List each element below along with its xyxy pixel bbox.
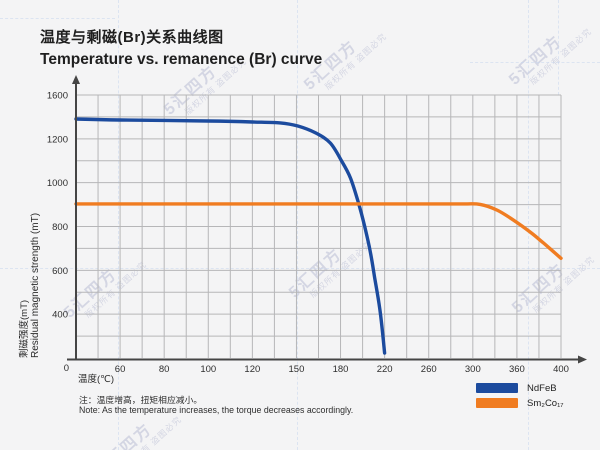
x-tick-label: 360 (509, 364, 525, 375)
legend-swatch-ndfeb (476, 383, 518, 393)
x-tick-label: 300 (465, 364, 481, 375)
x-tick-label: 120 (244, 364, 260, 375)
origin-label: 0 (64, 363, 69, 374)
legend-label-ndfeb: NdFeB (527, 382, 557, 394)
y-tick-label: 1200 (47, 134, 68, 145)
y-tick-label: 600 (52, 266, 68, 277)
x-axis-label: 温度(℃) (78, 374, 114, 385)
x-tick-label: 220 (377, 364, 393, 375)
footnote-zh: 注：温度增高，扭矩相应减小。 (79, 395, 203, 405)
legend: NdFeB Sm₂Co₁₇ (476, 382, 564, 412)
legend-item-ndfeb: NdFeB (476, 382, 564, 394)
x-tick-label: 150 (289, 364, 305, 375)
footnote-block: 注：温度增高，扭矩相应减小。 Note: As the temperature … (79, 395, 354, 415)
x-tick-label: 100 (200, 364, 216, 375)
legend-label-sm2co17: Sm₂Co₁₇ (527, 397, 564, 409)
footnote-en: Note: As the temperature increases, the … (79, 404, 354, 415)
y-tick-label: 1600 (47, 91, 68, 102)
x-tick-label: 80 (159, 364, 170, 375)
x-tick-label: 400 (553, 364, 569, 375)
y-axis-arrow (72, 75, 80, 84)
x-tick-label: 180 (333, 364, 349, 375)
legend-item-sm2co17: Sm₂Co₁₇ (476, 397, 564, 409)
title-zh: 温度与剩磁(Br)关系曲线图 (40, 29, 224, 46)
legend-swatch-sm2co17 (476, 398, 518, 408)
series-NdFeB (74, 117, 387, 355)
y-tick-label: 1000 (47, 178, 68, 189)
chart-title-block: 温度与剩磁(Br)关系曲线图 Temperature vs. remanence… (40, 27, 322, 71)
x-tick-label: 60 (115, 364, 126, 375)
x-axis-arrow (578, 355, 587, 364)
y-tick-label: 800 (52, 222, 68, 233)
series-Sm₂Co₁₇ (74, 202, 563, 260)
title-en: Temperature vs. remanence (Br) curve (40, 51, 323, 68)
y-tick-label: 400 (52, 310, 68, 321)
x-tick-label: 260 (421, 364, 437, 375)
